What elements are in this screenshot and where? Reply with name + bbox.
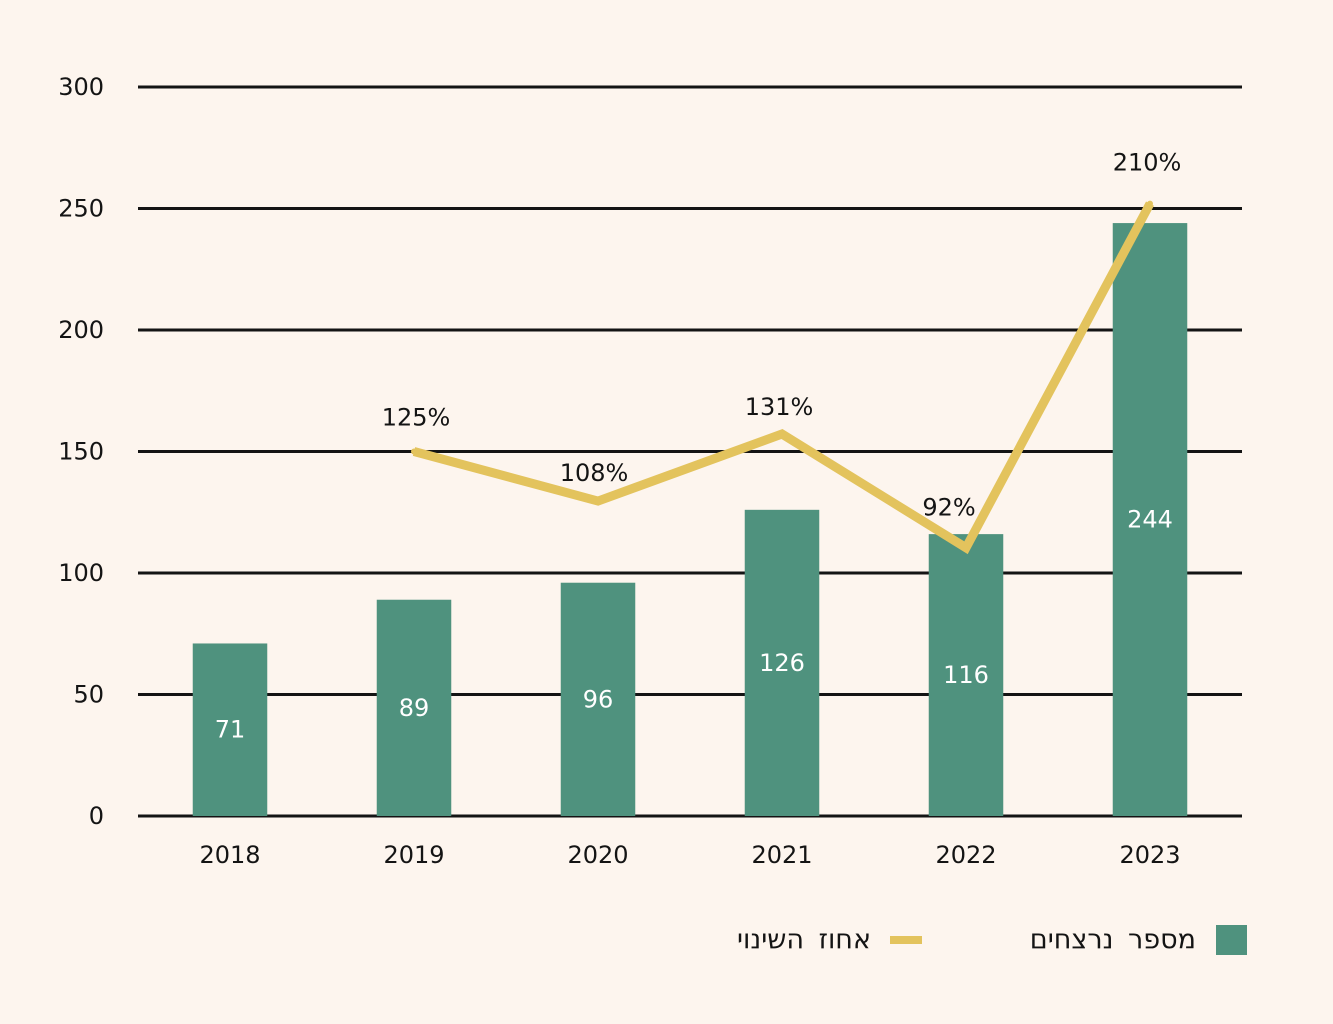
- bar-value-label: 89: [399, 694, 430, 722]
- x-tick-label: 2021: [751, 841, 812, 869]
- line-point: [595, 498, 601, 505]
- line-point: [963, 544, 969, 551]
- bar: [560, 582, 636, 816]
- line-value-label: 108%: [560, 459, 629, 487]
- gridlines: [138, 85, 1242, 818]
- y-tick-label: 250: [58, 195, 104, 223]
- y-tick-label: 0: [89, 802, 104, 830]
- line-point: [1147, 200, 1153, 207]
- y-tick-label: 150: [58, 438, 104, 466]
- legend-item-bars: מספר נרצחים: [1030, 925, 1247, 956]
- bar-series: [192, 223, 1188, 816]
- legend-label-line: אחוז השינוי: [737, 925, 871, 956]
- line-value-label: 125%: [382, 404, 451, 432]
- y-tick-label: 300: [58, 73, 104, 101]
- x-tick-label: 2019: [383, 841, 444, 869]
- legend-swatch-bar: [1216, 925, 1247, 955]
- y-tick-label: 200: [58, 316, 104, 344]
- bar-data-labels: 71 89 96 126 116 244: [215, 506, 1173, 744]
- line-value-label: 92%: [922, 494, 975, 522]
- line-series: [411, 200, 1154, 555]
- bar-value-label: 96: [583, 685, 614, 713]
- y-axis-tick-labels: 0 50 100 150 200 250 300: [58, 73, 104, 830]
- y-tick-label: 50: [73, 681, 104, 709]
- bar-value-label: 116: [943, 661, 989, 689]
- bar: [928, 534, 1004, 816]
- x-tick-label: 2018: [199, 841, 260, 869]
- x-tick-label: 2020: [567, 841, 628, 869]
- x-tick-label: 2023: [1119, 841, 1180, 869]
- line-value-label: 210%: [1113, 149, 1182, 177]
- bar: [376, 599, 452, 816]
- y-tick-label: 100: [58, 559, 104, 587]
- x-axis-tick-labels: 2018 2019 2020 2021 2022 2023: [199, 841, 1180, 869]
- legend-item-line: אחוז השינוי: [737, 925, 922, 956]
- bar-value-label: 126: [759, 649, 805, 677]
- line-point: [411, 448, 417, 455]
- bar: [1112, 223, 1188, 816]
- x-tick-label: 2022: [935, 841, 996, 869]
- legend: מספר נרצחים אחוז השינוי: [737, 925, 1247, 956]
- bar-value-label: 71: [215, 716, 246, 744]
- line-point: [779, 431, 785, 438]
- line-value-label: 131%: [745, 393, 814, 421]
- bar: [744, 509, 820, 816]
- bar: [192, 643, 268, 816]
- legend-label-bar: מספר נרצחים: [1030, 925, 1196, 956]
- line-data-labels: 125% 108% 131% 92% 210%: [382, 149, 1182, 522]
- bar-value-label: 244: [1127, 506, 1173, 534]
